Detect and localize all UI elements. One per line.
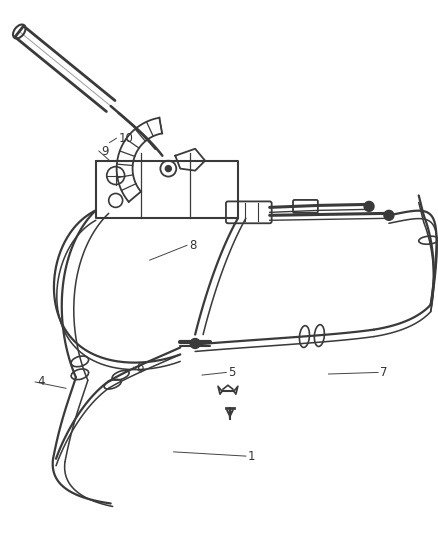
Circle shape: [190, 338, 200, 349]
Text: 4: 4: [37, 375, 45, 389]
Text: 6: 6: [135, 361, 143, 374]
Text: 9: 9: [101, 144, 108, 158]
Text: 1: 1: [247, 450, 255, 463]
Text: 10: 10: [118, 132, 133, 145]
Text: 5: 5: [228, 366, 235, 379]
Text: 8: 8: [188, 239, 196, 252]
Circle shape: [165, 166, 171, 172]
Text: 7: 7: [379, 366, 387, 379]
Circle shape: [363, 201, 373, 212]
Circle shape: [383, 211, 393, 220]
